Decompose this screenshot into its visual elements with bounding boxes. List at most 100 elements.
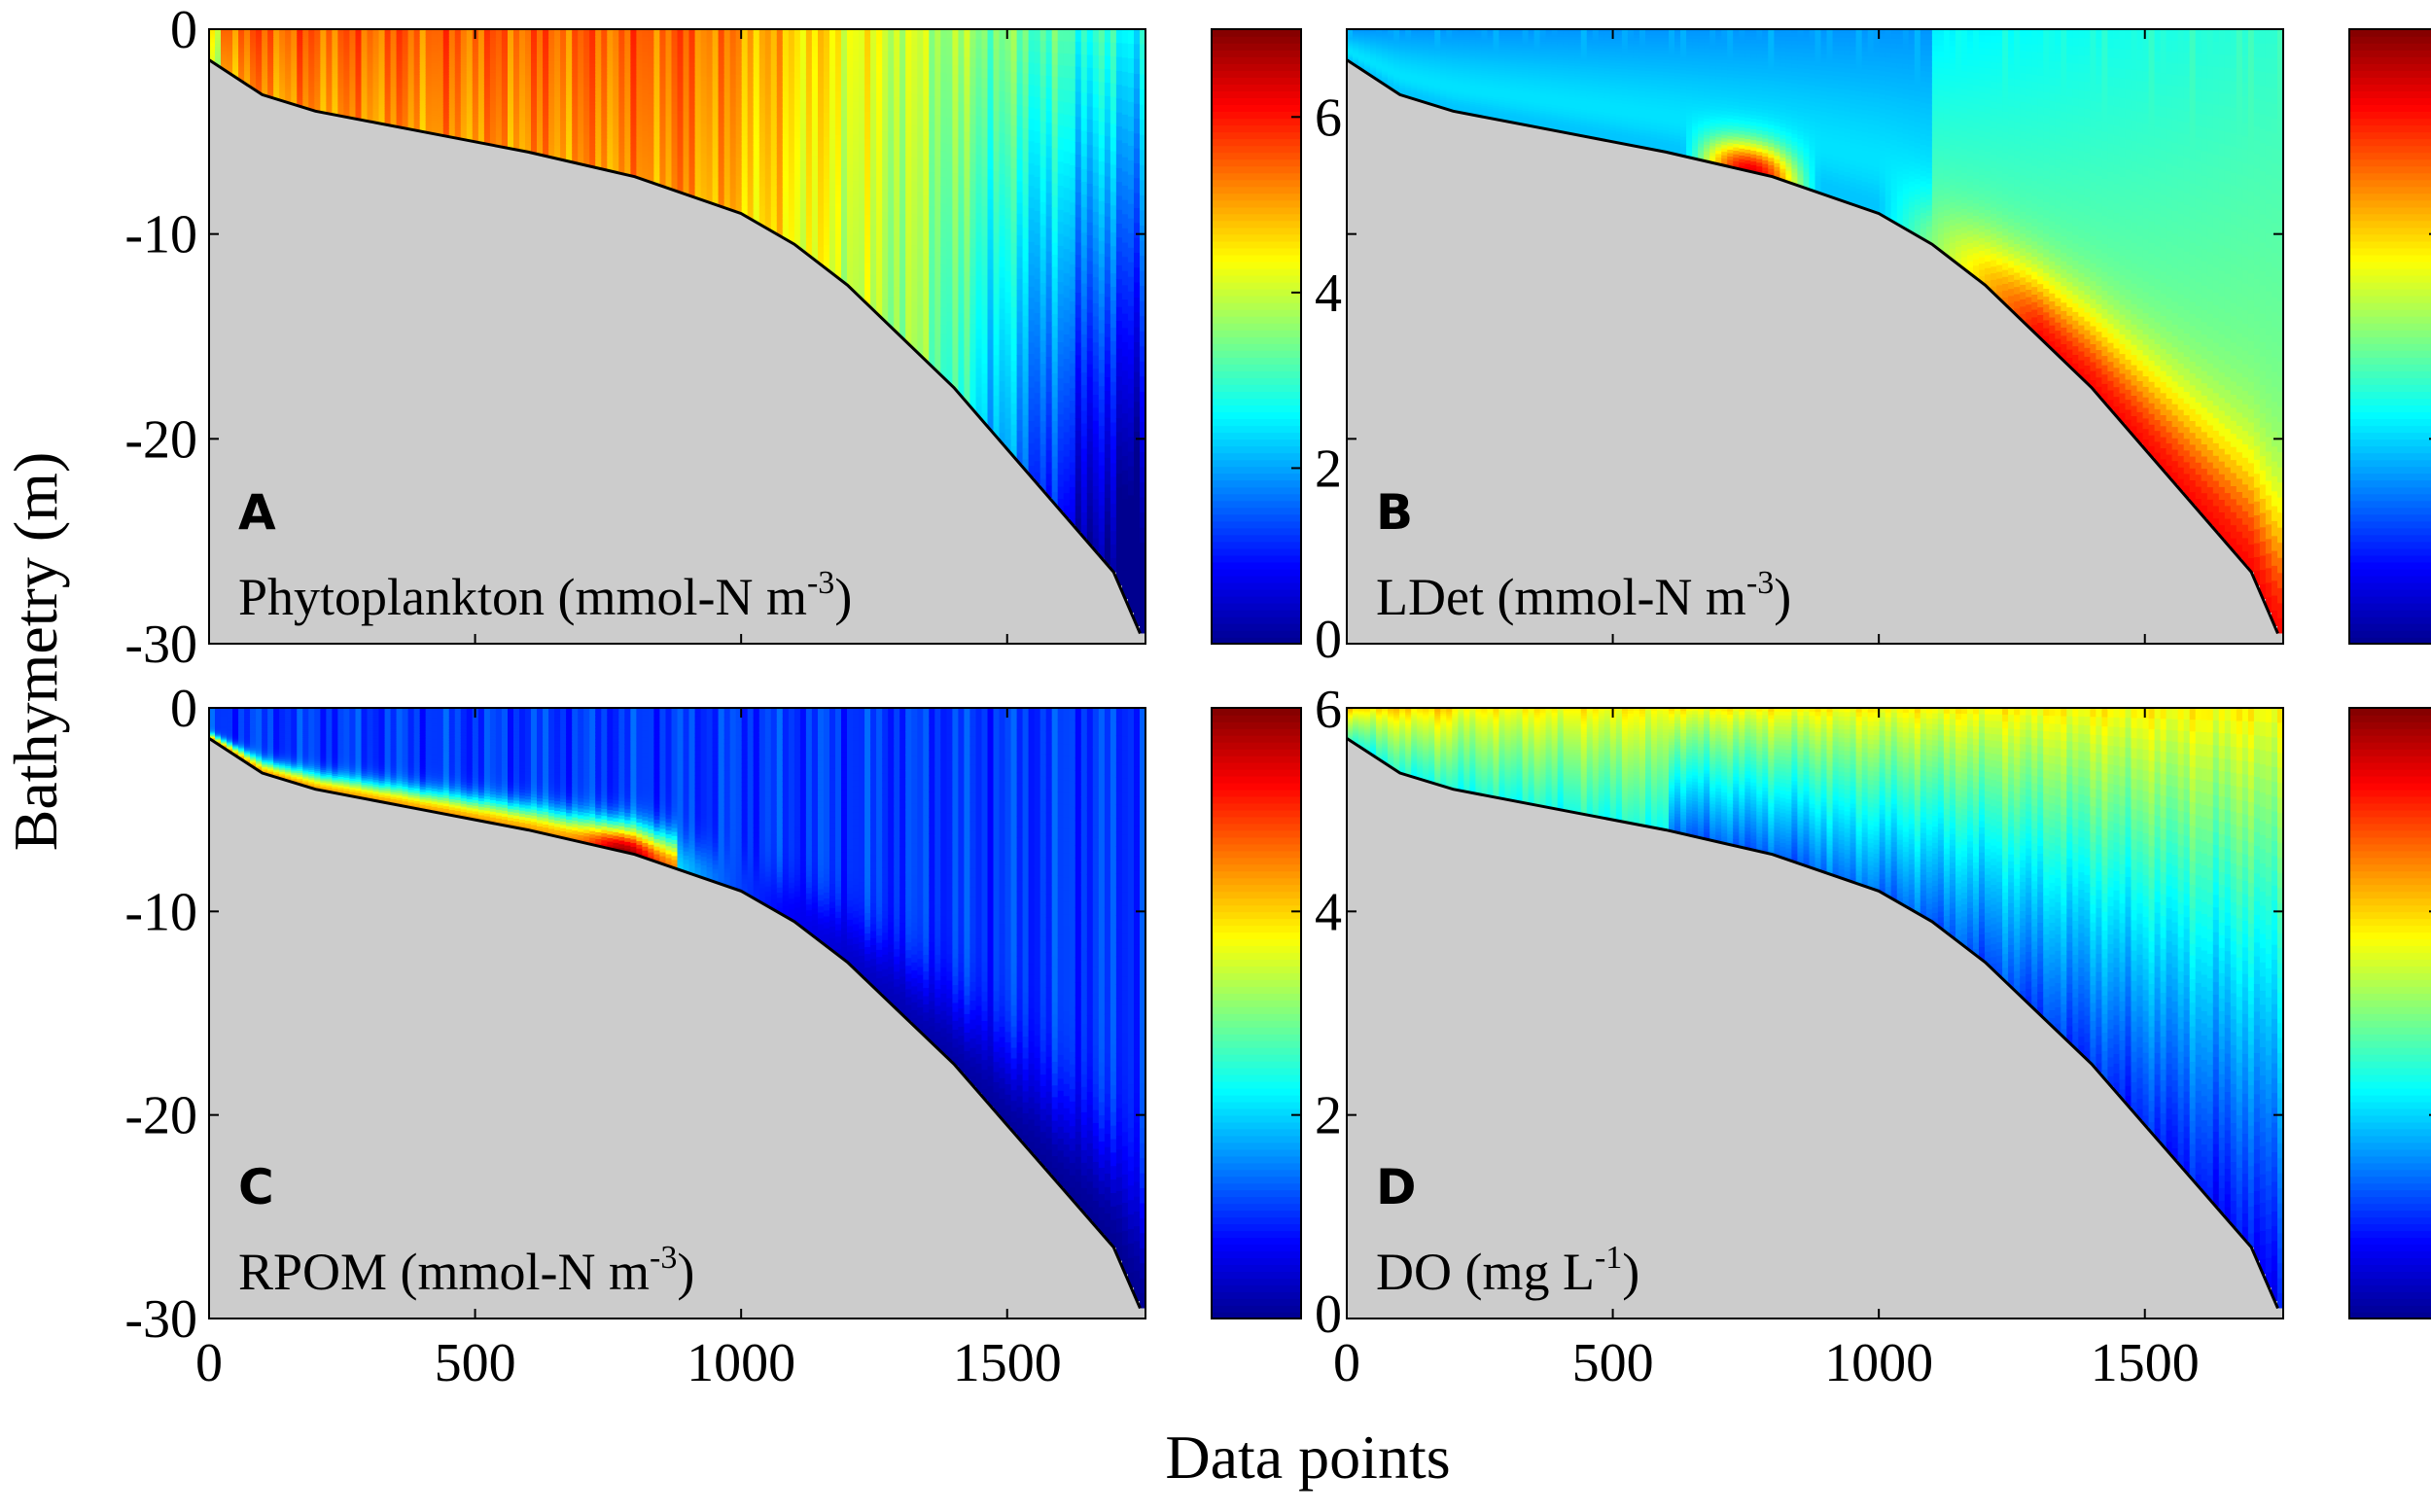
heatmap-cell (701, 136, 708, 141)
heatmap-cell (742, 94, 749, 100)
heatmap-cell (899, 299, 906, 308)
heatmap-cell (882, 219, 889, 227)
heatmap-cell (713, 47, 720, 52)
heatmap-cell (794, 132, 801, 138)
heatmap-cell (742, 71, 749, 77)
heatmap-cell (870, 51, 877, 58)
heatmap-cell (847, 223, 854, 229)
heatmap-cell (876, 273, 883, 281)
heatmap-cell (748, 128, 755, 134)
heatmap-cell (730, 160, 737, 166)
heatmap-cell (800, 85, 807, 91)
heatmap-cell (800, 140, 807, 147)
heatmap-cell (905, 45, 912, 53)
heatmap-cell (864, 188, 871, 195)
heatmap-cell (829, 85, 836, 91)
heatmap-cell (748, 162, 755, 168)
heatmap-cell (806, 222, 813, 229)
heatmap-cell (905, 289, 912, 298)
heatmap-cell (870, 64, 877, 72)
heatmap-cell (876, 223, 883, 230)
heatmap-cell (899, 268, 906, 277)
heatmap-cell (923, 203, 930, 212)
heatmap-cell (789, 61, 795, 67)
heatmap-cell (835, 265, 842, 272)
heatmap-cell (929, 29, 935, 39)
heatmap-cell (929, 139, 935, 149)
heatmap-cell (713, 90, 720, 95)
heatmap-cell (742, 141, 749, 147)
heatmap-cell (917, 62, 924, 71)
heatmap-cell (824, 107, 830, 114)
heatmap-cell (905, 202, 912, 211)
heatmap-cell (888, 245, 895, 254)
heatmap-cell (724, 70, 731, 75)
heatmap-cell (835, 29, 842, 36)
heatmap-cell (888, 267, 895, 276)
heatmap-cell (736, 203, 743, 209)
heatmap-cell (929, 190, 935, 199)
heatmap-cell (742, 57, 749, 63)
heatmap-cell (911, 29, 918, 38)
heatmap-cell (719, 123, 725, 127)
heatmap-cell (777, 132, 784, 138)
heatmap-cell (882, 241, 889, 249)
heatmap-cell (748, 95, 755, 101)
heatmap-cell (870, 106, 877, 114)
heatmap-cell (818, 106, 825, 113)
heatmap-cell (765, 179, 772, 185)
heatmap-cell (829, 194, 836, 201)
heatmap-cell (818, 247, 825, 254)
heatmap-cell (730, 188, 737, 193)
heatmap-cell (824, 143, 830, 150)
heatmap-cell (824, 173, 830, 180)
heatmap-cell (789, 205, 795, 211)
heatmap-cell (818, 200, 825, 207)
heatmap-cell (882, 37, 889, 45)
heatmap-cell (730, 174, 737, 180)
heatmap-cell (835, 86, 842, 92)
heatmap-cell (829, 29, 836, 36)
heatmap-cell (929, 248, 935, 258)
heatmap-cell (853, 261, 860, 268)
heatmap-cell (812, 35, 819, 42)
heatmap-cell (847, 88, 854, 94)
heatmap-cell (736, 66, 743, 72)
heatmap-cell (812, 191, 819, 197)
heatmap-cell (911, 326, 918, 334)
heatmap-cell (859, 103, 865, 111)
heatmap-cell (684, 66, 690, 71)
heatmap-cell (888, 186, 895, 194)
heatmap-cell (829, 163, 836, 170)
heatmap-cell (923, 137, 930, 146)
heatmap-cell (894, 234, 900, 243)
heatmap-cell (882, 52, 889, 59)
heatmap-cell (894, 127, 900, 136)
heatmap-cell (806, 204, 813, 211)
heatmap-cell (818, 70, 825, 77)
heatmap-cell (777, 96, 784, 102)
heatmap-cell (841, 130, 848, 137)
heatmap-cell (876, 259, 883, 266)
heatmap-cell (794, 208, 801, 214)
heatmap-cell (888, 149, 895, 158)
heatmap-cell (917, 184, 924, 193)
heatmap-cell (719, 65, 725, 70)
heatmap-cell (870, 114, 877, 122)
heatmap-cell (684, 124, 690, 129)
heatmap-cell (818, 153, 825, 159)
heatmap-cell (911, 165, 918, 174)
heatmap-cell (882, 81, 889, 88)
heatmap-cell (841, 99, 848, 106)
heatmap-cell (777, 91, 784, 97)
heatmap-cell (800, 234, 807, 241)
heatmap-cell (905, 312, 912, 321)
heatmap-cell (736, 149, 743, 155)
heatmap-cell (835, 197, 842, 204)
heatmap-cell (853, 280, 860, 288)
heatmap-cell (829, 133, 836, 140)
heatmap-cell (724, 151, 731, 156)
heatmap-cell (759, 182, 766, 188)
heatmap-cell (911, 101, 918, 110)
heatmap-cell (812, 162, 819, 169)
